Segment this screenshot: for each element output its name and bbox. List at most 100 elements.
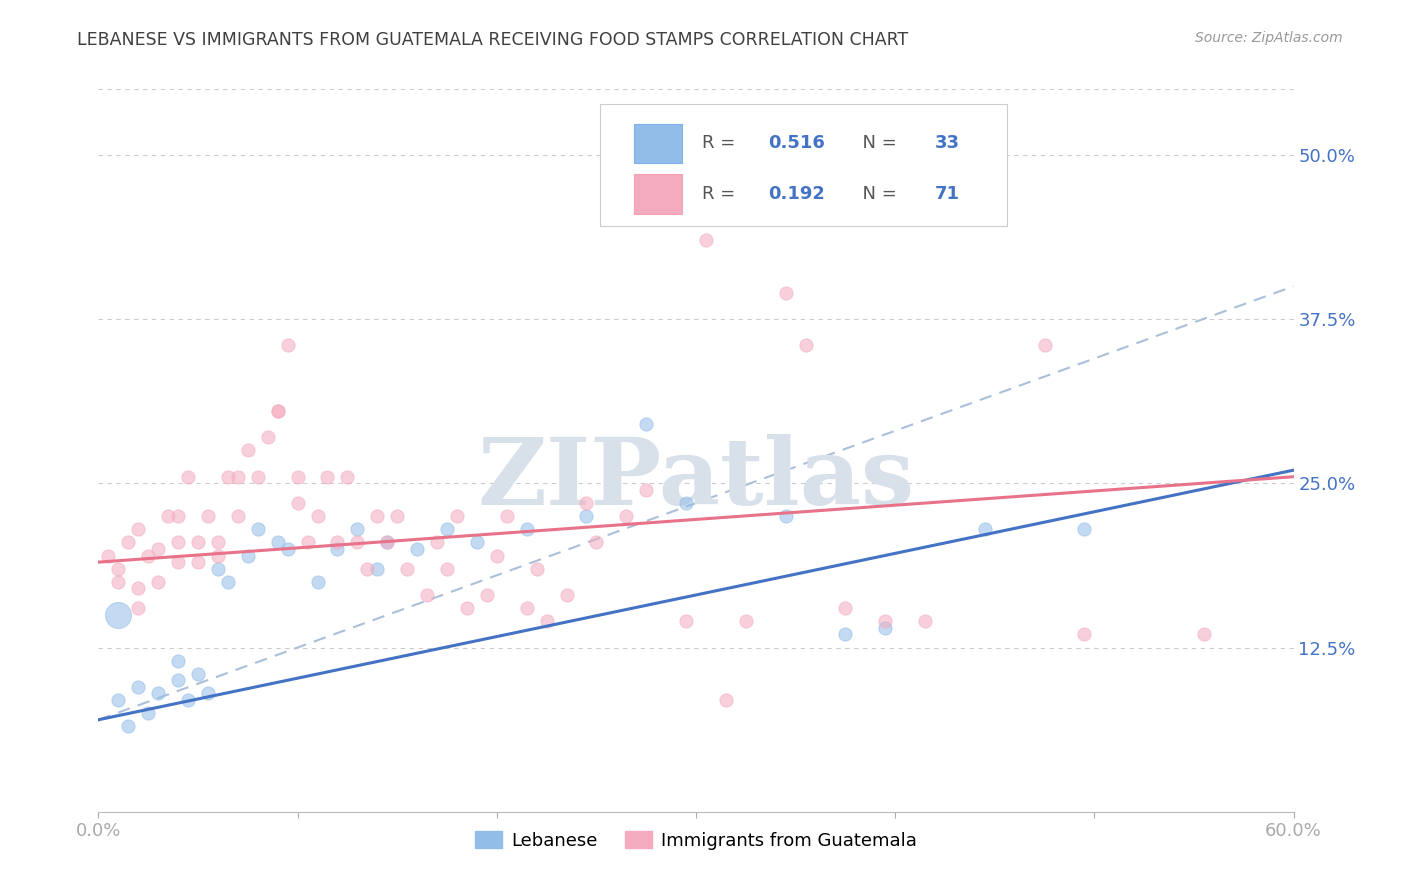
Point <box>396 562 419 576</box>
Point <box>127 582 149 596</box>
Point <box>277 338 299 352</box>
Point <box>336 469 359 483</box>
Point <box>984 187 1007 202</box>
Point <box>187 555 209 569</box>
Point <box>107 693 129 707</box>
Point <box>495 509 517 524</box>
Point <box>375 535 398 549</box>
Point <box>485 549 508 563</box>
Point <box>675 614 697 628</box>
Point <box>436 562 458 576</box>
Point <box>207 535 229 549</box>
Point <box>555 588 578 602</box>
Point <box>1073 627 1095 641</box>
Point <box>875 614 897 628</box>
Point <box>207 549 229 563</box>
Point <box>226 469 249 483</box>
Text: LEBANESE VS IMMIGRANTS FROM GUATEMALA RECEIVING FOOD STAMPS CORRELATION CHART: LEBANESE VS IMMIGRANTS FROM GUATEMALA RE… <box>77 31 908 49</box>
Point <box>1073 522 1095 536</box>
Point <box>277 541 299 556</box>
Point <box>267 535 290 549</box>
Point <box>614 509 637 524</box>
Point <box>167 555 190 569</box>
Point <box>187 666 209 681</box>
Point <box>167 535 190 549</box>
Point <box>416 588 439 602</box>
Point <box>834 627 856 641</box>
Point <box>127 601 149 615</box>
Point <box>217 469 239 483</box>
Point <box>256 430 278 444</box>
Point <box>226 509 249 524</box>
Text: R =: R = <box>702 135 741 153</box>
Point <box>307 509 329 524</box>
Point <box>177 693 200 707</box>
Point <box>148 686 170 700</box>
Text: 0.516: 0.516 <box>768 135 824 153</box>
Bar <box>634 123 682 163</box>
Point <box>117 535 139 549</box>
Point <box>456 601 478 615</box>
Point <box>167 673 190 688</box>
Point <box>446 509 468 524</box>
Point <box>436 522 458 536</box>
Point <box>177 469 200 483</box>
Point <box>585 535 607 549</box>
Point <box>636 483 658 497</box>
Point <box>366 562 388 576</box>
Point <box>207 562 229 576</box>
Point <box>536 614 558 628</box>
FancyBboxPatch shape <box>600 103 1007 227</box>
Point <box>1033 338 1056 352</box>
Point <box>465 535 488 549</box>
Point <box>127 680 149 694</box>
Point <box>297 535 319 549</box>
Point <box>346 522 368 536</box>
Point <box>516 601 538 615</box>
Point <box>148 541 170 556</box>
Point <box>714 693 737 707</box>
Point <box>734 614 756 628</box>
Point <box>516 522 538 536</box>
Point <box>236 443 259 458</box>
Point <box>197 509 219 524</box>
Point <box>426 535 449 549</box>
Point <box>356 562 378 576</box>
Point <box>267 404 290 418</box>
Point <box>217 574 239 589</box>
Text: Source: ZipAtlas.com: Source: ZipAtlas.com <box>1195 31 1343 45</box>
Point <box>148 574 170 589</box>
Point <box>914 614 936 628</box>
Point <box>246 469 269 483</box>
Point <box>575 496 598 510</box>
Point <box>1192 627 1215 641</box>
Point <box>136 549 159 563</box>
Point <box>695 233 717 247</box>
Point <box>675 496 697 510</box>
Point <box>366 509 388 524</box>
Point <box>107 607 129 622</box>
Text: N =: N = <box>852 185 903 203</box>
Point <box>973 522 995 536</box>
Text: 71: 71 <box>935 185 960 203</box>
Text: N =: N = <box>852 135 903 153</box>
Point <box>307 574 329 589</box>
Text: 33: 33 <box>935 135 960 153</box>
Point <box>197 686 219 700</box>
Legend: Lebanese, Immigrants from Guatemala: Lebanese, Immigrants from Guatemala <box>468 824 924 857</box>
Point <box>326 541 349 556</box>
Point <box>875 621 897 635</box>
Point <box>187 535 209 549</box>
Text: ZIPatlas: ZIPatlas <box>478 434 914 524</box>
Point <box>127 522 149 536</box>
Point <box>375 535 398 549</box>
Point <box>136 706 159 721</box>
Point <box>385 509 409 524</box>
Point <box>775 509 797 524</box>
Point <box>326 535 349 549</box>
Point <box>346 535 368 549</box>
Point <box>117 719 139 733</box>
Point <box>794 338 817 352</box>
Point <box>107 574 129 589</box>
Point <box>636 417 658 432</box>
